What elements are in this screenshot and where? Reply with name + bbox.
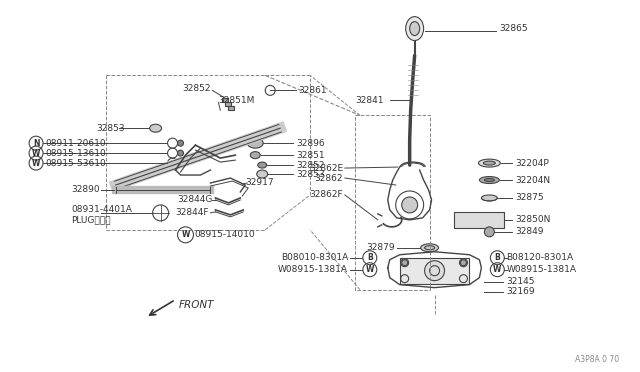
Text: A3P8A 0 70: A3P8A 0 70 [575, 355, 619, 364]
Text: 08931-4401A: 08931-4401A [71, 205, 132, 214]
Circle shape [424, 261, 445, 280]
Text: 32169: 32169 [506, 287, 535, 296]
Ellipse shape [247, 138, 263, 148]
Text: 32853: 32853 [96, 124, 124, 133]
Text: 32879: 32879 [366, 243, 395, 252]
Text: 32853: 32853 [296, 170, 324, 179]
Text: B08010-8301A: B08010-8301A [281, 253, 348, 262]
Text: W08915-1381A: W08915-1381A [278, 265, 348, 274]
Text: 32862E: 32862E [308, 164, 343, 173]
Text: W: W [181, 230, 189, 239]
Text: 32852: 32852 [296, 161, 324, 170]
Text: 32865: 32865 [499, 24, 528, 33]
Text: W08915-1381A: W08915-1381A [506, 265, 576, 274]
Circle shape [177, 150, 184, 156]
Circle shape [177, 140, 184, 146]
Bar [454, 212, 504, 228]
Text: B08120-8301A: B08120-8301A [506, 253, 573, 262]
Circle shape [460, 260, 467, 266]
Bar [222, 98, 228, 102]
Ellipse shape [420, 244, 438, 252]
Text: B: B [495, 253, 500, 262]
Text: 32862: 32862 [314, 173, 343, 183]
Ellipse shape [150, 124, 161, 132]
Ellipse shape [258, 162, 267, 168]
Text: 32875: 32875 [515, 193, 544, 202]
Circle shape [402, 260, 408, 266]
Ellipse shape [257, 170, 268, 178]
Text: W: W [493, 265, 502, 274]
Text: 32204N: 32204N [515, 176, 550, 185]
Text: 32844G: 32844G [177, 195, 212, 205]
Text: FRONT: FRONT [179, 299, 214, 310]
Text: 08915-13610: 08915-13610 [45, 149, 106, 158]
Circle shape [484, 227, 494, 237]
Text: 32890: 32890 [71, 186, 100, 195]
Text: 08911-20610: 08911-20610 [45, 139, 106, 148]
Text: 32850N: 32850N [515, 215, 550, 224]
Bar [400, 258, 469, 283]
Ellipse shape [484, 179, 494, 182]
Text: PLUGプラグ: PLUGプラグ [71, 215, 111, 224]
Ellipse shape [479, 177, 499, 183]
Text: 32844F: 32844F [175, 208, 209, 217]
Text: 32145: 32145 [506, 277, 535, 286]
Text: 32861: 32861 [298, 86, 326, 95]
Ellipse shape [479, 159, 500, 167]
Ellipse shape [250, 152, 260, 158]
Text: W: W [32, 149, 40, 158]
Text: W: W [32, 158, 40, 167]
Text: 32852: 32852 [182, 84, 211, 93]
Circle shape [177, 160, 184, 166]
Text: N: N [33, 139, 39, 148]
Text: 32204P: 32204P [515, 158, 549, 167]
Ellipse shape [410, 22, 420, 36]
Ellipse shape [406, 17, 424, 41]
Text: 32851M: 32851M [218, 96, 255, 105]
Text: 32849: 32849 [515, 227, 544, 236]
Text: B: B [367, 253, 372, 262]
Text: 08915-14010: 08915-14010 [195, 230, 255, 239]
Text: 32862F: 32862F [309, 190, 343, 199]
Text: 08915-53610: 08915-53610 [45, 158, 106, 167]
Bar [228, 106, 234, 110]
Bar [225, 102, 231, 106]
Ellipse shape [483, 161, 495, 165]
Text: W: W [365, 265, 374, 274]
Text: 32896: 32896 [296, 139, 324, 148]
Text: 32917: 32917 [245, 177, 274, 186]
Circle shape [402, 197, 418, 213]
Text: 32851: 32851 [296, 151, 324, 160]
Ellipse shape [481, 195, 497, 201]
Text: 32841: 32841 [355, 96, 383, 105]
